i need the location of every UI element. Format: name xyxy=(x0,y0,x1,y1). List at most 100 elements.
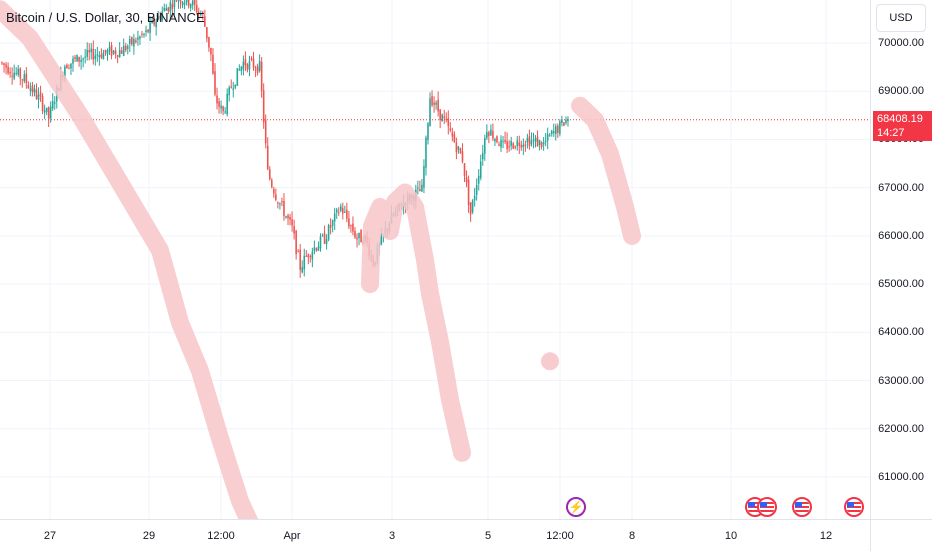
us-flag-icon[interactable] xyxy=(757,497,777,517)
candle-body xyxy=(419,189,421,192)
candle-body xyxy=(473,195,476,201)
candle-body xyxy=(47,107,50,119)
candle-body xyxy=(131,37,133,45)
candle-body xyxy=(159,15,162,19)
candle-body xyxy=(481,153,484,160)
candle-body xyxy=(230,86,233,88)
candle-body xyxy=(439,109,441,120)
candle-body xyxy=(143,33,145,35)
candle-body xyxy=(538,140,541,145)
candle-body xyxy=(258,61,261,71)
candle-body xyxy=(360,230,362,243)
price-tick-label: 66000.00 xyxy=(878,229,924,242)
candle-body xyxy=(315,248,318,251)
candle-body xyxy=(193,0,196,5)
candle-body xyxy=(550,130,553,135)
candle-body xyxy=(191,0,194,6)
candle-body xyxy=(301,267,304,273)
candle-body xyxy=(135,40,137,43)
time-tick-label: 29 xyxy=(142,530,156,542)
candle-body xyxy=(66,64,68,69)
brush-drawing xyxy=(0,0,259,519)
candle-body xyxy=(502,141,504,143)
candle-body xyxy=(157,15,159,20)
candle-body xyxy=(238,69,241,71)
candle-body xyxy=(287,215,289,219)
last-price-label: 68408.19 14:27 xyxy=(873,111,932,141)
candle-body xyxy=(319,236,322,249)
candle-body xyxy=(110,45,113,56)
chart-pane[interactable]: Bitcoin / U.S. Dollar, 30, BINANCE xyxy=(0,0,870,519)
candle-body xyxy=(307,254,310,258)
candle-body xyxy=(488,132,490,136)
candle-body xyxy=(528,136,531,147)
time-tick-label: 12:00 xyxy=(207,530,235,542)
time-tick-label: Apr xyxy=(283,530,301,542)
time-tick-label: 8 xyxy=(628,530,636,542)
candle-body xyxy=(155,21,157,28)
candle-body xyxy=(171,4,174,9)
us-flag-icon[interactable] xyxy=(792,497,812,517)
candle-body xyxy=(477,175,480,184)
candle-body xyxy=(427,123,429,141)
candle-body xyxy=(506,141,508,149)
candle-body xyxy=(248,60,251,70)
us-flag-icon[interactable] xyxy=(844,497,864,517)
candle-body xyxy=(536,136,539,147)
candle-body xyxy=(563,122,565,126)
candle-body xyxy=(544,140,547,142)
candle-body xyxy=(337,212,340,214)
candle-body xyxy=(331,220,334,226)
candle-body xyxy=(189,4,192,8)
lightning-icon[interactable]: ⚡ xyxy=(566,497,586,517)
candle-body xyxy=(512,143,514,149)
price-tick-label: 64000.00 xyxy=(878,326,924,339)
candle-body xyxy=(508,146,510,148)
candle-body xyxy=(139,36,141,39)
candle-body xyxy=(76,55,78,62)
candle-body xyxy=(106,50,109,55)
candle-body xyxy=(496,136,498,143)
candle-body xyxy=(327,225,330,240)
candle-body xyxy=(224,111,226,113)
candle-body xyxy=(222,106,224,112)
candle-body xyxy=(165,8,168,11)
candle-body xyxy=(181,1,184,6)
candle-body xyxy=(51,100,54,109)
candle-body xyxy=(540,142,543,148)
candle-body xyxy=(169,2,172,12)
time-axis[interactable]: 27 29 12:00 Apr 3 5 12:00 8 10 12 xyxy=(0,519,870,551)
candle-body xyxy=(80,59,82,62)
candle-body xyxy=(218,101,220,107)
candle-body xyxy=(252,58,255,68)
candle-body xyxy=(305,255,308,257)
price-axis[interactable]: 70000.0069000.0068000.0067000.0066000.00… xyxy=(870,0,932,519)
price-chart[interactable] xyxy=(0,0,870,519)
candle-body xyxy=(236,68,239,86)
candle-body xyxy=(437,99,439,112)
candle-body xyxy=(53,102,56,104)
candle-body xyxy=(262,90,265,123)
candle-body xyxy=(102,52,105,60)
candle-body xyxy=(90,48,93,53)
candle-body xyxy=(441,114,443,122)
candle-body xyxy=(285,216,287,218)
candle-body xyxy=(86,50,88,57)
candle-body xyxy=(232,88,235,90)
candle-body xyxy=(465,177,468,183)
candle-body xyxy=(82,58,84,60)
symbol-title: Bitcoin / U.S. Dollar, 30, BINANCE xyxy=(6,10,205,25)
candle-body xyxy=(92,48,95,60)
candle-body xyxy=(70,63,72,69)
candle-body xyxy=(120,50,123,54)
candle-body xyxy=(457,146,460,150)
candle-body xyxy=(277,202,279,204)
candle-body xyxy=(313,247,316,252)
candle-body xyxy=(346,209,348,219)
candle-body xyxy=(350,225,352,227)
candle-body xyxy=(108,46,111,52)
candle-body xyxy=(21,79,24,81)
candle-body xyxy=(565,119,567,124)
currency-button[interactable]: USD xyxy=(876,4,926,32)
time-tick-label: 10 xyxy=(724,530,738,542)
